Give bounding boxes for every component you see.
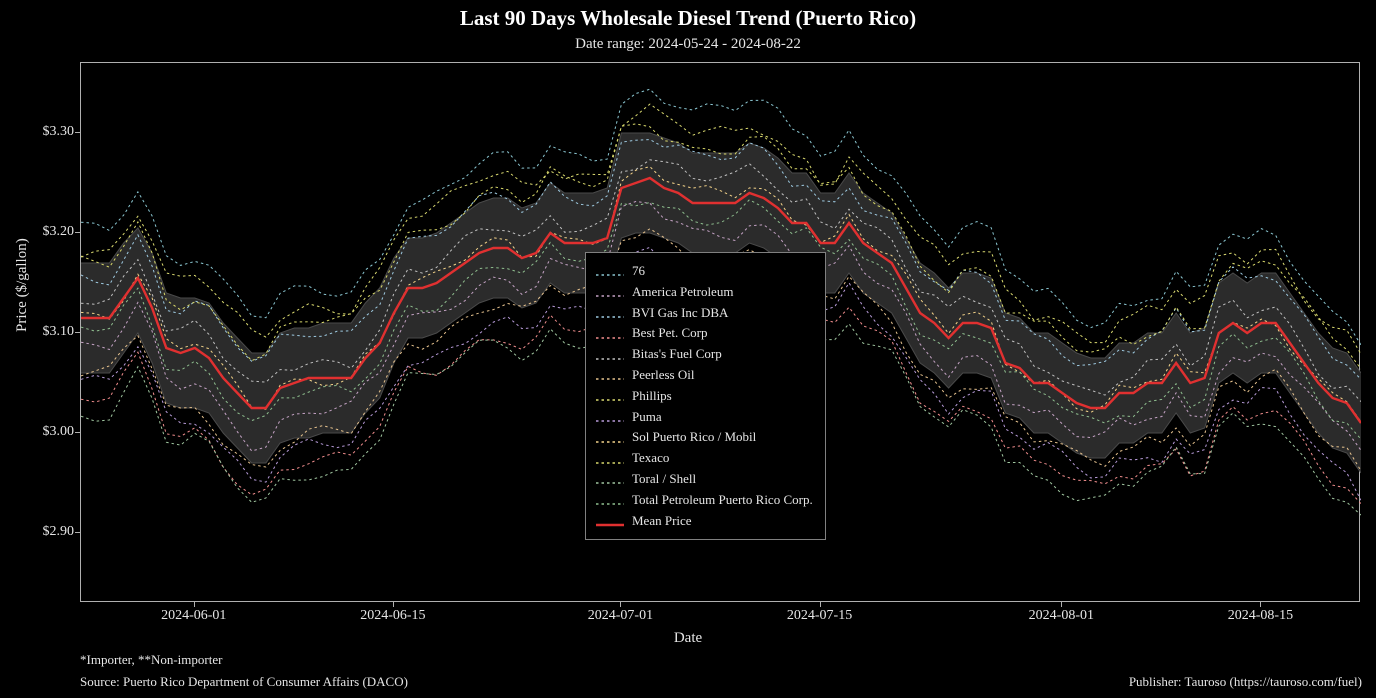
legend-label: Best Pet. Corp	[632, 323, 707, 344]
legend-item: 76	[596, 261, 813, 282]
y-tick-label: $2.90	[24, 524, 74, 540]
x-tick-label: 2024-06-15	[360, 608, 425, 624]
legend-label: Texaco	[632, 448, 669, 469]
legend-item: Bitas's Fuel Corp	[596, 344, 813, 365]
legend-label: Toral / Shell	[632, 469, 696, 490]
legend-label: Peerless Oil	[632, 365, 694, 386]
chart-canvas: Last 90 Days Wholesale Diesel Trend (Pue…	[0, 0, 1376, 698]
legend-item: Peerless Oil	[596, 365, 813, 386]
legend-item: Puma	[596, 407, 813, 428]
axis-label-y: Price ($/gallon)	[14, 238, 31, 332]
legend-label: Bitas's Fuel Corp	[632, 344, 722, 365]
x-tick-label: 2024-07-15	[787, 608, 852, 624]
legend-item: America Petroleum	[596, 282, 813, 303]
legend-label: Total Petroleum Puerto Rico Corp.	[632, 490, 813, 511]
y-tick-label: $3.30	[24, 124, 74, 140]
y-tick-label: $3.00	[24, 424, 74, 440]
legend-box: 76America PetroleumBVI Gas Inc DBABest P…	[585, 252, 826, 540]
legend-item: Toral / Shell	[596, 469, 813, 490]
legend-item-mean: Mean Price	[596, 511, 813, 532]
footnotes: *Importer, **Non-importer Source: Puerto…	[80, 652, 408, 690]
legend-item: Texaco	[596, 448, 813, 469]
x-tick-label: 2024-06-01	[161, 608, 226, 624]
legend-item: BVI Gas Inc DBA	[596, 303, 813, 324]
legend-label: Puma	[632, 407, 662, 428]
axis-label-x: Date	[0, 630, 1376, 647]
legend-item: Phillips	[596, 386, 813, 407]
chart-title: Last 90 Days Wholesale Diesel Trend (Pue…	[0, 6, 1376, 31]
legend-label: Phillips	[632, 386, 672, 407]
footnote-1: *Importer, **Non-importer	[80, 652, 408, 668]
legend-label: 76	[632, 261, 645, 282]
legend-label: Sol Puerto Rico / Mobil	[632, 427, 756, 448]
legend-label: America Petroleum	[632, 282, 733, 303]
legend-item: Sol Puerto Rico / Mobil	[596, 427, 813, 448]
legend-label: Mean Price	[632, 511, 692, 532]
x-tick-label: 2024-08-01	[1029, 608, 1094, 624]
footnote-2: Source: Puerto Rico Department of Consum…	[80, 674, 408, 690]
legend-item: Total Petroleum Puerto Rico Corp.	[596, 490, 813, 511]
chart-subtitle: Date range: 2024-05-24 - 2024-08-22	[0, 36, 1376, 53]
publisher-credit: Publisher: Tauroso (https://tauroso.com/…	[1129, 674, 1362, 690]
y-tick-label: $3.10	[24, 324, 74, 340]
y-tick-label: $3.20	[24, 224, 74, 240]
legend-label: BVI Gas Inc DBA	[632, 303, 728, 324]
legend-item: Best Pet. Corp	[596, 323, 813, 344]
x-tick-label: 2024-08-15	[1228, 608, 1293, 624]
x-tick-label: 2024-07-01	[588, 608, 653, 624]
